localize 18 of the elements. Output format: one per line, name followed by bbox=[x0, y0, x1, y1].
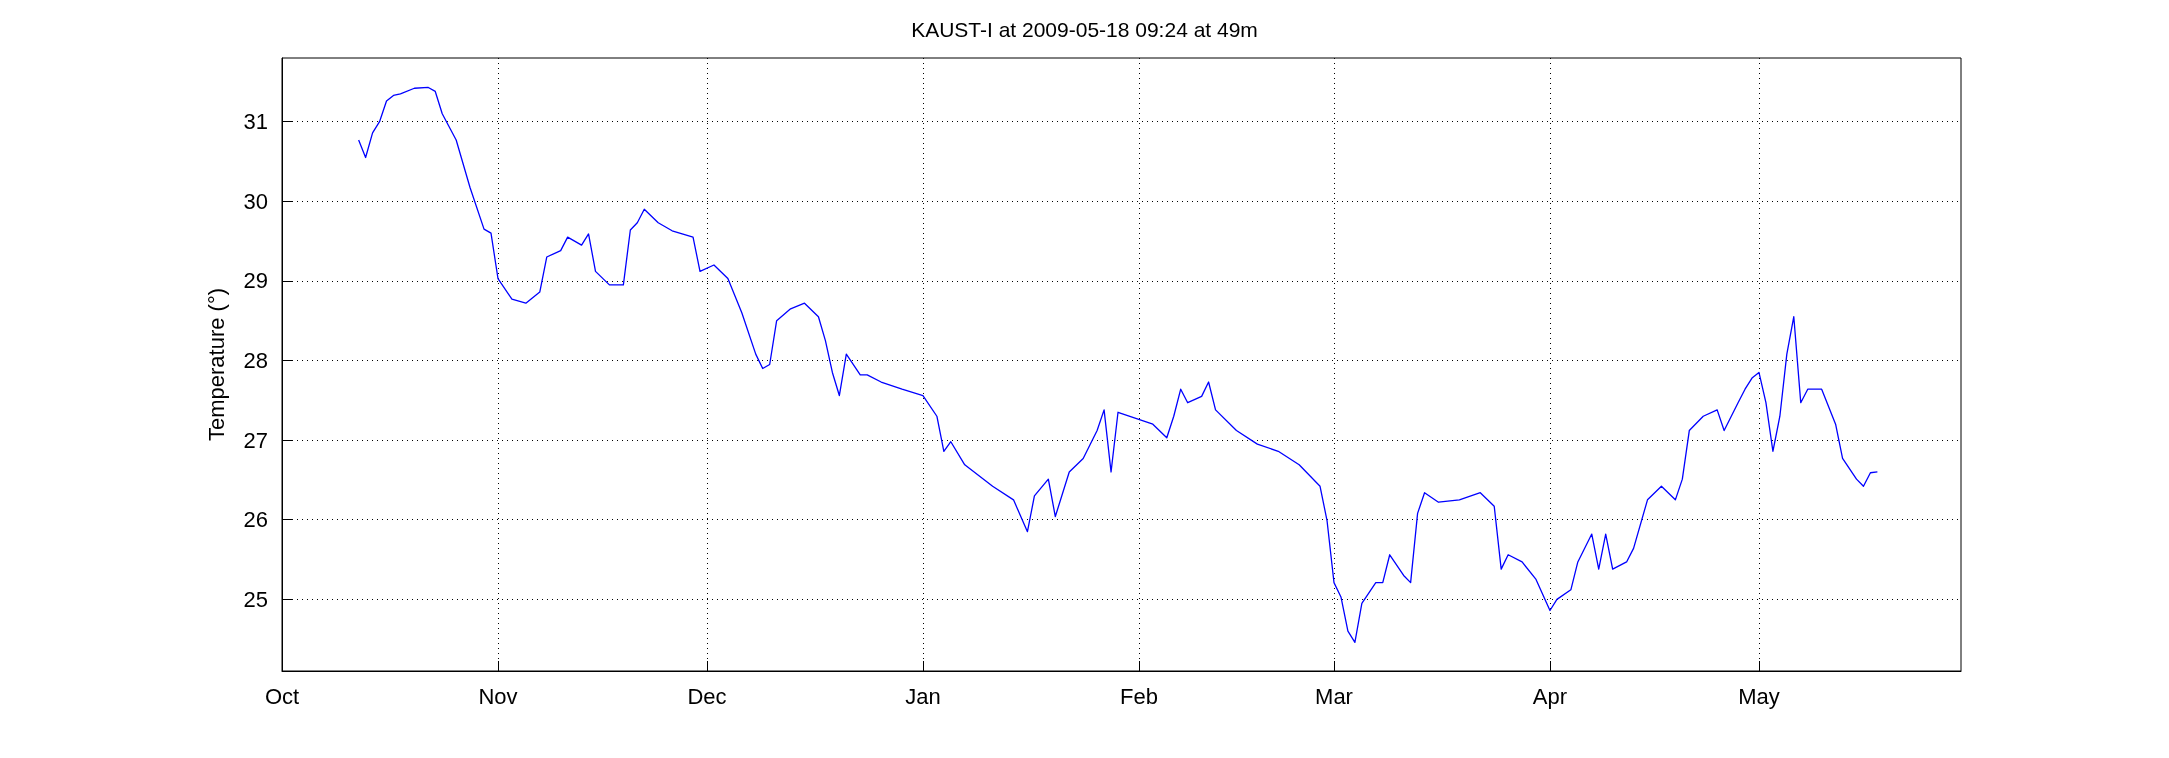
x-tick-label: Oct bbox=[264, 683, 300, 709]
y-tick-label: 25 bbox=[243, 586, 268, 612]
y-tick-label: 30 bbox=[243, 188, 268, 214]
y-axis-title: Temperature (°) bbox=[203, 287, 229, 442]
x-tick-label: May bbox=[1738, 683, 1780, 709]
y-tick-label: 29 bbox=[243, 268, 268, 294]
y-tick-label: 26 bbox=[243, 507, 268, 533]
y-tick-label: 27 bbox=[243, 427, 268, 453]
x-tick-label: Feb bbox=[1119, 683, 1158, 709]
line-series bbox=[357, 86, 1879, 643]
x-tick-label: Mar bbox=[1315, 683, 1353, 709]
y-tick-label: 31 bbox=[243, 109, 268, 135]
x-tick-label: Nov bbox=[478, 683, 518, 709]
y-tick-label: 28 bbox=[243, 348, 268, 374]
x-tick-label: Jan bbox=[905, 683, 941, 709]
chart-title: KAUST-I at 2009-05-18 09:24 at 49m bbox=[911, 18, 1258, 41]
x-tick-label: Apr bbox=[1532, 683, 1568, 709]
x-tick-label: Dec bbox=[687, 683, 727, 709]
